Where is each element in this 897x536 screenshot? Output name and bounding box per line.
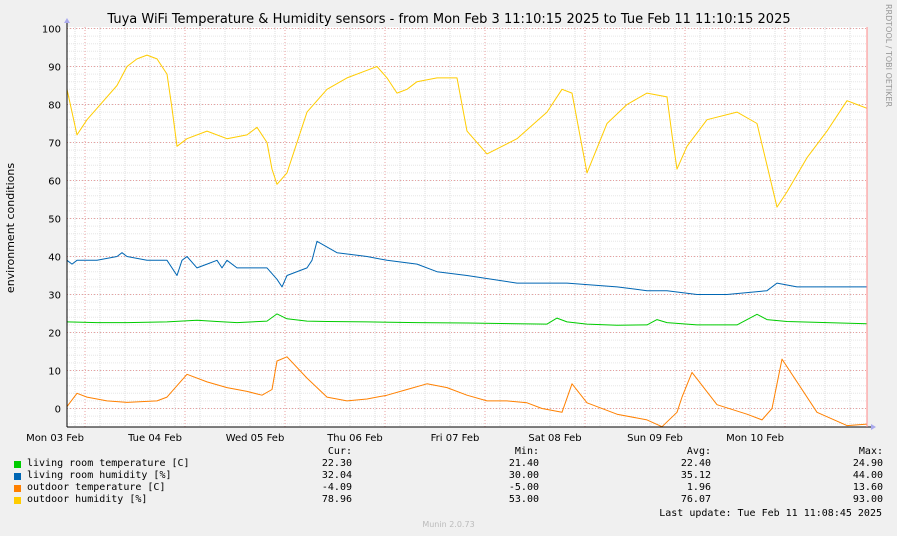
legend-header-avg: Avg:: [686, 446, 711, 457]
legend-cur: 78.96: [321, 494, 352, 505]
legend-row: outdoor humidity [%] 78.96 53.00 76.07 9…: [0, 494, 897, 506]
footer: Munin 2.0.73: [422, 520, 475, 529]
x-tick-label: Sat 08 Feb: [528, 433, 581, 444]
legend-header-max: Max:: [858, 446, 883, 457]
legend-min: -5.00: [508, 482, 539, 493]
last-update: Last update: Tue Feb 11 11:08:45 2025: [659, 508, 882, 519]
y-tick-label: 20: [48, 329, 61, 340]
legend-row: outdoor temperature [C] -4.09 -5.00 1.96…: [0, 482, 897, 494]
legend-max: 24.90: [852, 458, 883, 469]
y-tick-label: 30: [48, 291, 61, 302]
plot-area: [67, 27, 867, 427]
y-tick-label: 90: [48, 63, 61, 74]
x-ticks: Mon 03 Feb Tue 04 Feb Wed 05 Feb Thu 06 Feb…: [26, 433, 784, 444]
y-axis-label: environment conditions: [4, 163, 17, 293]
series-lines: [66, 54, 868, 428]
y-tick-label: 100: [42, 25, 61, 36]
legend-name: living room humidity [%]: [27, 470, 172, 481]
legend-swatch: [14, 497, 21, 504]
axes: [64, 18, 876, 430]
y-tick-label: 10: [48, 367, 61, 378]
legend-min: 30.00: [508, 470, 539, 481]
y-tick-label: 0: [55, 405, 61, 416]
legend-cur: 32.04: [321, 470, 352, 481]
y-ticks: 0 10 20 30 40 50 60 70 80 90 100: [42, 25, 61, 416]
legend-avg: 1.96: [686, 482, 711, 493]
x-tick-label: Thu 06 Feb: [326, 433, 383, 444]
legend-swatch: [14, 473, 21, 480]
series-line: [66, 54, 868, 208]
legend-row: living room humidity [%] 32.04 30.00 35.…: [0, 470, 897, 482]
legend-min: 53.00: [508, 494, 539, 505]
legend-name: outdoor humidity [%]: [27, 494, 148, 505]
legend-name: living room temperature [C]: [27, 458, 190, 469]
legend-header-cur: Cur:: [327, 446, 352, 457]
y-tick-label: 50: [48, 215, 61, 226]
legend-avg: 76.07: [680, 494, 711, 505]
legend-cur: 22.30: [321, 458, 352, 469]
legend-max: 44.00: [852, 470, 883, 481]
legend-cur: -4.09: [321, 482, 352, 493]
legend-avg: 22.40: [680, 458, 711, 469]
x-tick-label: Mon 03 Feb: [26, 433, 84, 444]
legend-avg: 35.12: [680, 470, 711, 481]
legend-swatch: [14, 485, 21, 492]
legend-min: 21.40: [508, 458, 539, 469]
series-line: [66, 313, 868, 326]
grid: [67, 27, 867, 427]
legend-header-min: Min:: [514, 446, 539, 457]
series-line: [66, 356, 868, 428]
x-tick-label: Wed 05 Feb: [226, 433, 285, 444]
y-tick-label: 40: [48, 253, 61, 264]
y-axis-arrow: [64, 18, 70, 23]
x-axis-arrow: [871, 424, 876, 430]
y-tick-label: 60: [48, 177, 61, 188]
series-line: [66, 240, 867, 295]
chart-title: Tuya WiFi Temperature & Humidity sensors…: [106, 12, 790, 27]
legend-swatch: [14, 461, 21, 468]
y-tick-label: 70: [48, 139, 61, 150]
side-note: RRDTOOL / TOBI OETIKER: [884, 4, 893, 107]
legend-name: outdoor temperature [C]: [27, 482, 166, 493]
x-tick-label: Sun 09 Feb: [627, 433, 683, 444]
x-tick-label: Fri 07 Feb: [431, 433, 480, 444]
legend-max: 13.60: [852, 482, 883, 493]
x-tick-label: Tue 04 Feb: [127, 433, 182, 444]
x-tick-label: Mon 10 Feb: [726, 433, 784, 444]
y-tick-label: 80: [48, 101, 61, 112]
legend-max: 93.00: [852, 494, 883, 505]
legend-row: living room temperature [C] 22.30 21.40 …: [0, 458, 897, 470]
